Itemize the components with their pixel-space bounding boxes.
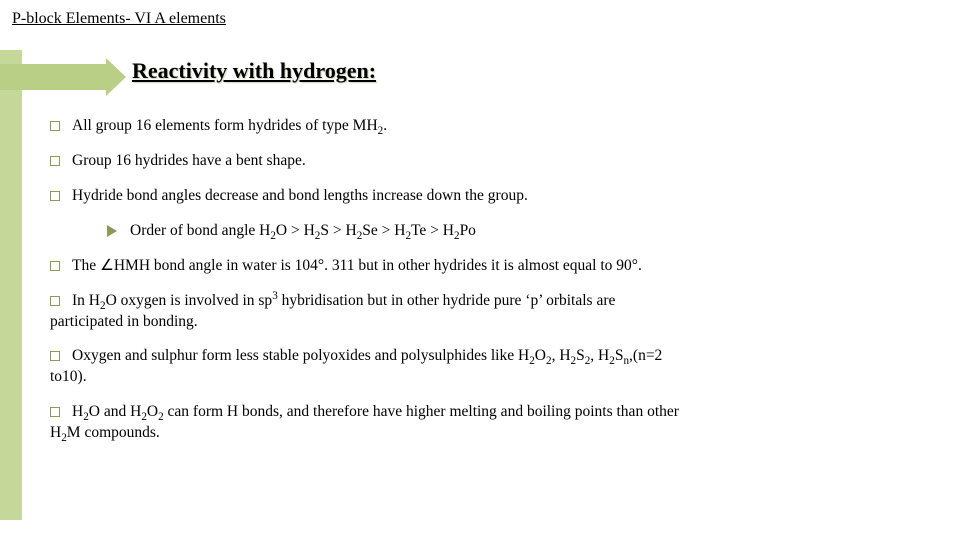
square-bullet-icon [50, 156, 60, 166]
bullet-text: Oxygen and sulphur form less stable poly… [72, 346, 930, 367]
bullet-text: Order of bond angle H2O > H2S > H2Se > H… [130, 221, 930, 242]
arrow-icon [0, 58, 128, 96]
list-item: Group 16 hydrides have a bent shape. [50, 151, 930, 172]
square-bullet-icon [50, 296, 60, 306]
section-title: Reactivity with hydrogen: [132, 58, 376, 84]
list-item: Hydride bond angles decrease and bond le… [50, 186, 930, 207]
bullet-text: Hydride bond angles decrease and bond le… [72, 186, 930, 207]
list-item: Oxygen and sulphur form less stable poly… [50, 346, 930, 388]
square-bullet-icon [50, 191, 60, 201]
bullet-text: H2O and H2O2 can form H bonds, and there… [72, 402, 930, 423]
square-bullet-icon [50, 407, 60, 417]
sub-list-item: Order of bond angle H2O > H2S > H2Se > H… [106, 221, 930, 242]
square-bullet-icon [50, 121, 60, 131]
list-item: In H2O oxygen is involved in sp3 hybridi… [50, 291, 930, 333]
list-item: All group 16 elements form hydrides of t… [50, 116, 930, 137]
bullet-text: In H2O oxygen is involved in sp3 hybridi… [72, 291, 930, 312]
bullet-continuation: participated in bonding. [50, 312, 930, 333]
bullet-text: Group 16 hydrides have a bent shape. [72, 151, 930, 172]
square-bullet-icon [50, 351, 60, 361]
list-item: H2O and H2O2 can form H bonds, and there… [50, 402, 930, 444]
triangle-bullet-icon [107, 225, 117, 237]
bullet-text: All group 16 elements form hydrides of t… [72, 116, 930, 137]
bullet-continuation: to10). [50, 367, 930, 388]
list-item: The ∠HMH bond angle in water is 104°. 31… [50, 256, 930, 277]
bullet-text: The ∠HMH bond angle in water is 104°. 31… [72, 256, 930, 277]
page-header: P-block Elements- VI A elements [0, 0, 960, 34]
sidebar-accent [0, 50, 22, 520]
content-area: All group 16 elements form hydrides of t… [50, 116, 930, 458]
bullet-continuation: H2M compounds. [50, 423, 930, 444]
square-bullet-icon [50, 261, 60, 271]
